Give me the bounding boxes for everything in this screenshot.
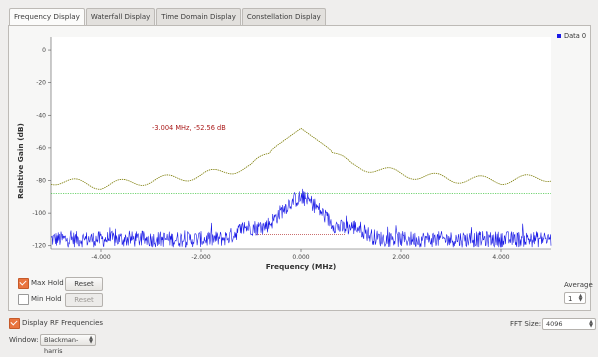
display-rf-label: Display RF Frequencies	[22, 319, 104, 327]
y-tick-label: -20	[36, 80, 46, 87]
average-label: Average	[564, 281, 593, 289]
x-tick-label: 2.000	[392, 254, 409, 261]
fft-trace	[50, 188, 552, 248]
min-hold-label: Min Hold	[31, 295, 62, 303]
y-tick-label: -60	[36, 145, 46, 152]
x-tick-label: -4.000	[91, 254, 111, 261]
x-tick-label: -2.000	[191, 254, 211, 261]
display-rf-checkbox[interactable]	[9, 318, 20, 329]
y-ticks: 0 -20 -40 -60 -80 -100 -120	[32, 47, 51, 250]
tab-frequency-display[interactable]: Frequency Display	[9, 8, 85, 26]
y-tick-label: -100	[32, 210, 46, 217]
dropdown-arrows-icon: ▲ ▼	[89, 335, 93, 345]
x-ticks: -4.000 -2.000 0.000 2.000 4.000	[91, 249, 510, 261]
spin-arrows-icon[interactable]: ▲ ▼	[578, 293, 583, 303]
tab-waterfall-display[interactable]: Waterfall Display	[85, 8, 156, 25]
window-label: Window:	[9, 336, 39, 344]
fft-size-label: FFT Size:	[510, 320, 542, 328]
y-axis-label: Relative Gain (dB)	[16, 123, 25, 199]
x-tick-label: 0.000	[292, 254, 309, 261]
plot-area[interactable]: 0 -20 -40 -60 -80 -100 -120 -4.000 -2.000 0.000 2…	[9, 26, 590, 271]
y-tick-label: -80	[36, 178, 46, 185]
x-tick-label: 4.000	[492, 254, 509, 261]
tab-time-domain-display[interactable]: Time Domain Display	[156, 8, 241, 25]
y-tick-label: -120	[32, 243, 46, 250]
tab-constellation-display[interactable]: Constellation Display	[241, 8, 326, 25]
frequency-plot[interactable]: 0 -20 -40 -60 -80 -100 -120 -4.000 -2.000 0.000 2…	[9, 26, 590, 271]
y-tick-label: -40	[36, 112, 46, 119]
legend-label: Data 0	[564, 32, 586, 40]
display-tabs: Frequency Display Waterfall Display Time…	[9, 8, 327, 26]
fft-size-select[interactable]: 4096 ▲ ▼	[542, 318, 596, 330]
average-spinbox[interactable]: 1 ▲ ▼	[564, 292, 586, 304]
window-select[interactable]: Blackman-harris ▲ ▼	[40, 334, 96, 355]
max-hold-label: Max Hold	[31, 279, 64, 287]
window-value: Blackman-harris	[44, 336, 79, 355]
x-axis-label: Frequency (MHz)	[266, 262, 336, 271]
max-hold-checkbox[interactable]	[18, 278, 29, 289]
frequency-display-panel: 0 -20 -40 -60 -80 -100 -120 -4.000 -2.000 0.000 2…	[8, 25, 593, 311]
max-hold-trace	[50, 127, 552, 190]
min-hold-checkbox[interactable]	[18, 294, 29, 305]
min-hold-reset-button[interactable]: Reset	[65, 293, 103, 307]
legend-swatch	[557, 34, 561, 38]
y-tick-label: 0	[42, 47, 46, 54]
max-hold-reset-button[interactable]: Reset	[65, 277, 103, 291]
plot-canvas	[51, 37, 551, 249]
spin-arrows-icon[interactable]: ▲ ▼	[589, 319, 593, 329]
fft-size-value: 4096	[546, 320, 563, 328]
marker-readout: -3.004 MHz, -52.56 dB	[152, 124, 226, 132]
average-value: 1	[568, 295, 573, 303]
